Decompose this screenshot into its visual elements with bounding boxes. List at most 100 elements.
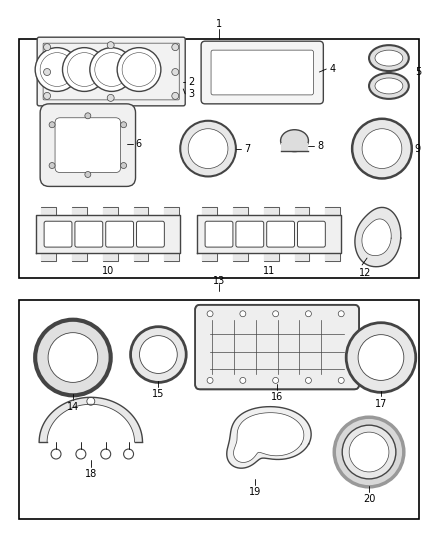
Circle shape: [76, 449, 86, 459]
Bar: [281, 143, 308, 151]
Circle shape: [338, 311, 344, 317]
Circle shape: [87, 397, 95, 405]
FancyBboxPatch shape: [75, 221, 103, 247]
Text: 6: 6: [135, 139, 141, 149]
Text: 10: 10: [102, 266, 114, 276]
Polygon shape: [233, 207, 248, 215]
Text: 16: 16: [271, 392, 283, 402]
Bar: [19, 39, 419, 278]
Polygon shape: [264, 253, 279, 261]
Circle shape: [207, 311, 213, 317]
Circle shape: [85, 172, 91, 177]
FancyBboxPatch shape: [267, 221, 294, 247]
Circle shape: [131, 327, 186, 382]
FancyBboxPatch shape: [205, 221, 233, 247]
Text: 12: 12: [359, 268, 371, 278]
Circle shape: [48, 333, 98, 382]
Polygon shape: [264, 207, 279, 215]
Text: 5: 5: [415, 67, 421, 77]
Text: 13: 13: [213, 276, 225, 286]
Text: 1: 1: [216, 19, 222, 29]
FancyBboxPatch shape: [44, 221, 72, 247]
FancyBboxPatch shape: [211, 50, 314, 95]
Circle shape: [101, 449, 111, 459]
Circle shape: [35, 320, 111, 395]
Circle shape: [172, 92, 179, 99]
Polygon shape: [134, 207, 148, 215]
Polygon shape: [197, 215, 341, 253]
Polygon shape: [233, 413, 304, 463]
Circle shape: [90, 47, 134, 92]
Polygon shape: [233, 253, 248, 261]
Circle shape: [85, 113, 91, 119]
Circle shape: [180, 121, 236, 176]
Text: 11: 11: [262, 266, 275, 276]
Ellipse shape: [375, 78, 403, 94]
Polygon shape: [202, 207, 217, 215]
Polygon shape: [41, 253, 56, 261]
Circle shape: [107, 42, 114, 49]
Text: 15: 15: [152, 389, 165, 399]
Text: 18: 18: [85, 469, 97, 479]
Circle shape: [352, 119, 412, 179]
Polygon shape: [41, 207, 56, 215]
Circle shape: [44, 69, 50, 76]
Circle shape: [334, 417, 404, 487]
Circle shape: [305, 377, 311, 383]
Circle shape: [273, 311, 279, 317]
Circle shape: [35, 47, 79, 92]
Circle shape: [358, 335, 404, 381]
FancyBboxPatch shape: [37, 37, 185, 106]
Polygon shape: [103, 253, 118, 261]
Circle shape: [120, 163, 127, 168]
Circle shape: [207, 377, 213, 383]
Circle shape: [49, 163, 55, 168]
Circle shape: [172, 69, 179, 76]
Circle shape: [44, 44, 50, 51]
Circle shape: [342, 425, 396, 479]
Circle shape: [120, 122, 127, 128]
Circle shape: [240, 311, 246, 317]
FancyBboxPatch shape: [137, 221, 164, 247]
FancyBboxPatch shape: [55, 118, 120, 173]
Polygon shape: [325, 207, 340, 215]
Polygon shape: [294, 207, 309, 215]
Circle shape: [67, 53, 101, 86]
FancyBboxPatch shape: [40, 104, 135, 187]
Polygon shape: [36, 215, 180, 253]
Circle shape: [51, 449, 61, 459]
Circle shape: [305, 311, 311, 317]
Circle shape: [172, 44, 179, 51]
Circle shape: [349, 432, 389, 472]
Circle shape: [95, 53, 129, 86]
Circle shape: [122, 53, 156, 86]
Text: 2: 2: [188, 77, 194, 87]
Circle shape: [140, 336, 177, 374]
Text: 4: 4: [329, 64, 336, 74]
Ellipse shape: [281, 130, 308, 151]
Polygon shape: [134, 253, 148, 261]
FancyBboxPatch shape: [195, 305, 359, 389]
Text: 17: 17: [375, 399, 387, 409]
Circle shape: [338, 377, 344, 383]
Circle shape: [44, 92, 50, 99]
Circle shape: [240, 377, 246, 383]
Polygon shape: [325, 253, 340, 261]
Circle shape: [40, 53, 74, 86]
Circle shape: [188, 129, 228, 168]
Polygon shape: [355, 207, 401, 266]
Polygon shape: [227, 407, 311, 468]
FancyBboxPatch shape: [297, 221, 325, 247]
Text: 9: 9: [415, 143, 421, 154]
Circle shape: [124, 449, 134, 459]
Ellipse shape: [369, 73, 409, 99]
Polygon shape: [72, 253, 87, 261]
Text: 19: 19: [249, 487, 261, 497]
Circle shape: [117, 47, 161, 92]
FancyBboxPatch shape: [201, 41, 323, 104]
Polygon shape: [103, 207, 118, 215]
Polygon shape: [39, 397, 142, 442]
Ellipse shape: [375, 50, 403, 66]
Text: 7: 7: [244, 143, 250, 154]
Polygon shape: [72, 207, 87, 215]
